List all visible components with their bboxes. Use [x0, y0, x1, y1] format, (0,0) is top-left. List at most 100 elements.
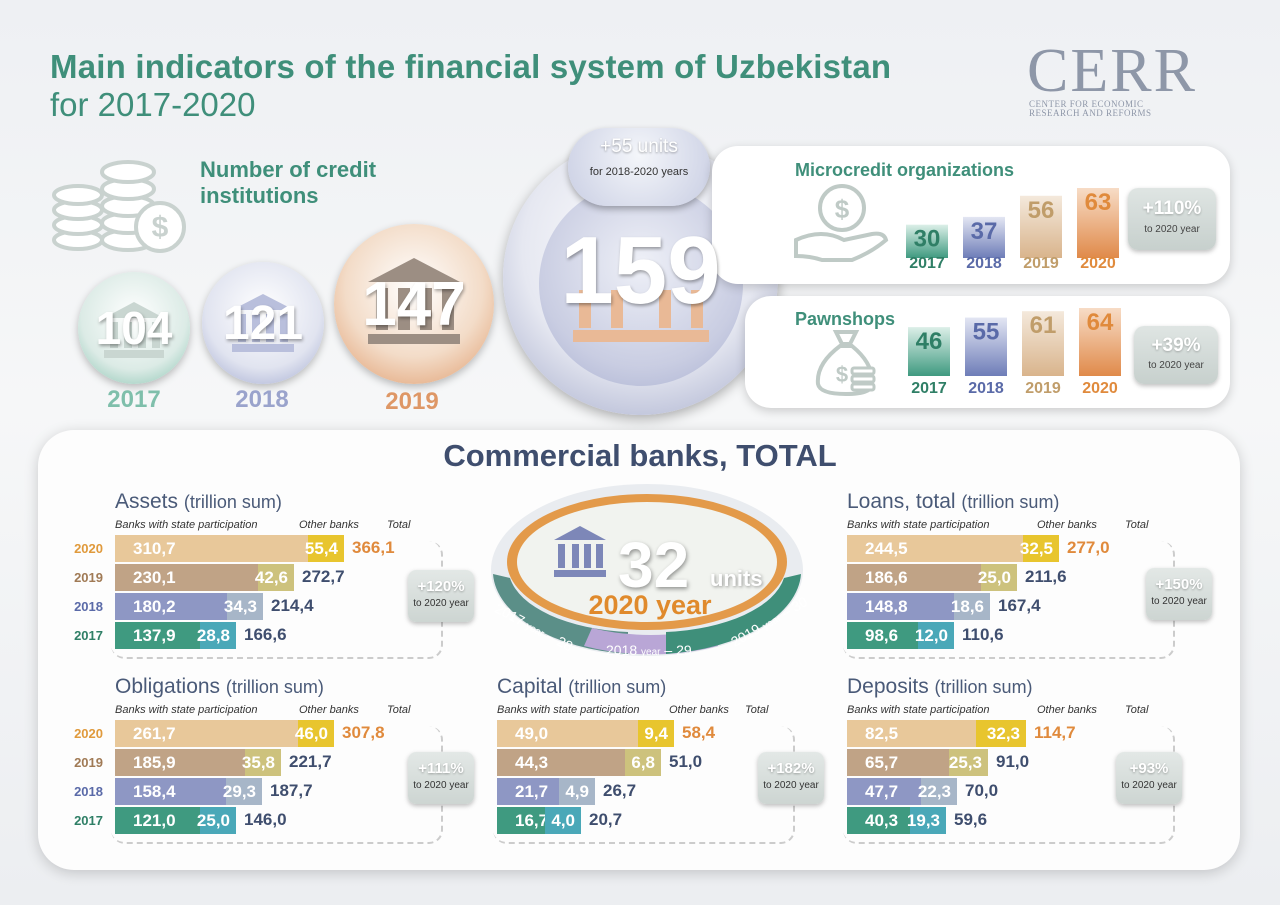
row-year: 2018 — [74, 784, 103, 799]
bar-other: 55,4 — [305, 535, 344, 562]
bar-other: 18,6 — [951, 593, 990, 620]
bar-state: 185,9 — [115, 749, 245, 776]
assets-growth-badge: +120% to 2020 year — [408, 570, 474, 622]
bar-total: 114,7 — [1034, 723, 1076, 742]
bank-icon — [573, 290, 709, 342]
col-head-other: Other banks — [1037, 519, 1097, 531]
svg-text:$: $ — [836, 362, 848, 387]
bar-total: 110,6 — [962, 625, 1004, 644]
microcredit-growth-badge: +110% to 2020 year — [1128, 188, 1216, 250]
bank-icon — [232, 294, 294, 352]
bar-state: 82,5 — [847, 720, 976, 747]
mini-bar — [1079, 308, 1121, 376]
svg-text:$: $ — [152, 211, 169, 244]
mini-bar-value: 64 — [1087, 309, 1114, 336]
bar-state: 16,7 — [497, 807, 548, 834]
bar-other: 46,0 — [295, 720, 334, 747]
microcredit-title: Microcredit organizations — [795, 160, 1015, 180]
bar-other: 19,3 — [907, 807, 946, 834]
bar-total: 91,0 — [996, 752, 1030, 771]
mini-year: 2018 — [966, 255, 1002, 272]
prev-value: 29 — [676, 642, 692, 658]
deposits-title: Deposits (trillion sum) — [847, 675, 1033, 698]
bar-other: 25,3 — [949, 749, 988, 776]
mini-year: 2017 — [909, 255, 945, 272]
coins-icon: $ — [52, 160, 186, 253]
bar-other: 4,0 — [545, 807, 581, 834]
bar-total: 20,7 — [589, 810, 623, 829]
bar-other: 25,0 — [978, 564, 1017, 591]
svg-text:$: $ — [835, 194, 850, 224]
pawnshops-growth-badge: +39% to 2020 year — [1134, 326, 1218, 384]
loans-total-growth-badge: +150% to 2020 year — [1146, 568, 1212, 620]
bar-total: 272,7 — [302, 567, 345, 586]
bar-total: 146,0 — [244, 810, 287, 829]
mini-bar — [963, 216, 1005, 258]
mini-bar-value: 46 — [916, 328, 943, 355]
mini-year: 2017 — [911, 380, 947, 397]
bar-total: 214,4 — [271, 596, 314, 615]
page-subtitle: for 2017-2020 — [50, 86, 256, 123]
col-head-state: Banks with state participation — [497, 704, 640, 716]
bar-total: 211,6 — [1025, 567, 1067, 586]
page-title: Main indicators of the financial system … — [50, 48, 892, 85]
cerr-logo: CERR CENTER FOR ECONOMIC RESEARCH AND RE… — [1027, 40, 1227, 120]
bar-state: 186,6 — [847, 564, 981, 591]
bar-state: 137,9 — [115, 622, 200, 649]
credit-heading: Number of credit institutions — [200, 157, 377, 208]
badge-note: to 2020 year — [763, 780, 819, 791]
col-head-total: Total — [387, 704, 411, 716]
money-bag-icon: $ — [815, 330, 876, 397]
logo-line-2: RESEARCH AND REFORMS — [1029, 108, 1152, 119]
mini-bar-value: 30 — [914, 226, 941, 253]
col-head-total: Total — [1125, 704, 1149, 716]
bar-state: 310,7 — [115, 535, 308, 562]
row-year: 2018 — [74, 599, 103, 614]
bar-state: 261,7 — [115, 720, 298, 747]
col-head-state: Banks with state participation — [847, 704, 990, 716]
mini-year: 2019 — [1025, 380, 1061, 397]
bar-other: 42,6 — [255, 564, 294, 591]
bar-other: 22,3 — [918, 778, 957, 805]
bar-other: 6,8 — [625, 749, 661, 776]
col-head-other: Other banks — [299, 704, 359, 716]
obligations-growth-badge: +111% to 2020 year — [408, 752, 474, 804]
capital-growth-badge: +182% to 2020 year — [758, 752, 824, 804]
bar-total: 366,1 — [352, 538, 395, 557]
banks-count-unit: units — [710, 566, 763, 591]
banks-prev-2018: 2018 year – 29 — [606, 642, 692, 658]
badge-note: to 2020 year — [1151, 596, 1207, 607]
bar-other: 34,3 — [224, 593, 263, 620]
mini-bar-value: 63 — [1085, 189, 1112, 216]
col-head-total: Total — [1125, 519, 1149, 531]
assets-title: Assets (trillion sum) — [115, 490, 282, 513]
bar-state: 40,3 — [847, 807, 910, 834]
credit-value: 121 — [222, 296, 304, 350]
bank-icon — [104, 302, 164, 358]
loans-total-unit: (trillion sum) — [961, 492, 1060, 512]
logo-word: CERR — [1027, 37, 1197, 105]
mini-year: 2018 — [968, 380, 1004, 397]
credit-change: +55 units — [600, 136, 678, 157]
mini-bar — [1020, 195, 1062, 258]
logo-line-1: CENTER FOR ECONOMIC — [1029, 99, 1144, 109]
badge-value: +39% — [1151, 335, 1201, 356]
bar-total: 70,0 — [965, 781, 999, 800]
bar-other: 9,4 — [638, 720, 674, 747]
mini-year: 2019 — [1023, 255, 1059, 272]
banks-count-year: 2020 year — [588, 590, 712, 620]
bar-state: 121,0 — [115, 807, 200, 834]
bar-other: 28,8 — [197, 622, 236, 649]
bar-state: 65,7 — [847, 749, 949, 776]
bar-state: 47,7 — [847, 778, 921, 805]
credit-year: 2019 — [385, 388, 439, 415]
capital-title: Capital (trillion sum) — [497, 675, 667, 698]
badge-value: +120% — [417, 578, 465, 595]
bar-state: 158,4 — [115, 778, 226, 805]
credit-circle-2019: 147 — [334, 224, 494, 384]
mini-bar-value: 61 — [1030, 312, 1057, 339]
banks-count: 32 — [618, 529, 690, 601]
credit-value: 104 — [95, 302, 173, 354]
mini-bar — [906, 224, 948, 258]
credit-circle-2018: 121 — [202, 262, 324, 384]
